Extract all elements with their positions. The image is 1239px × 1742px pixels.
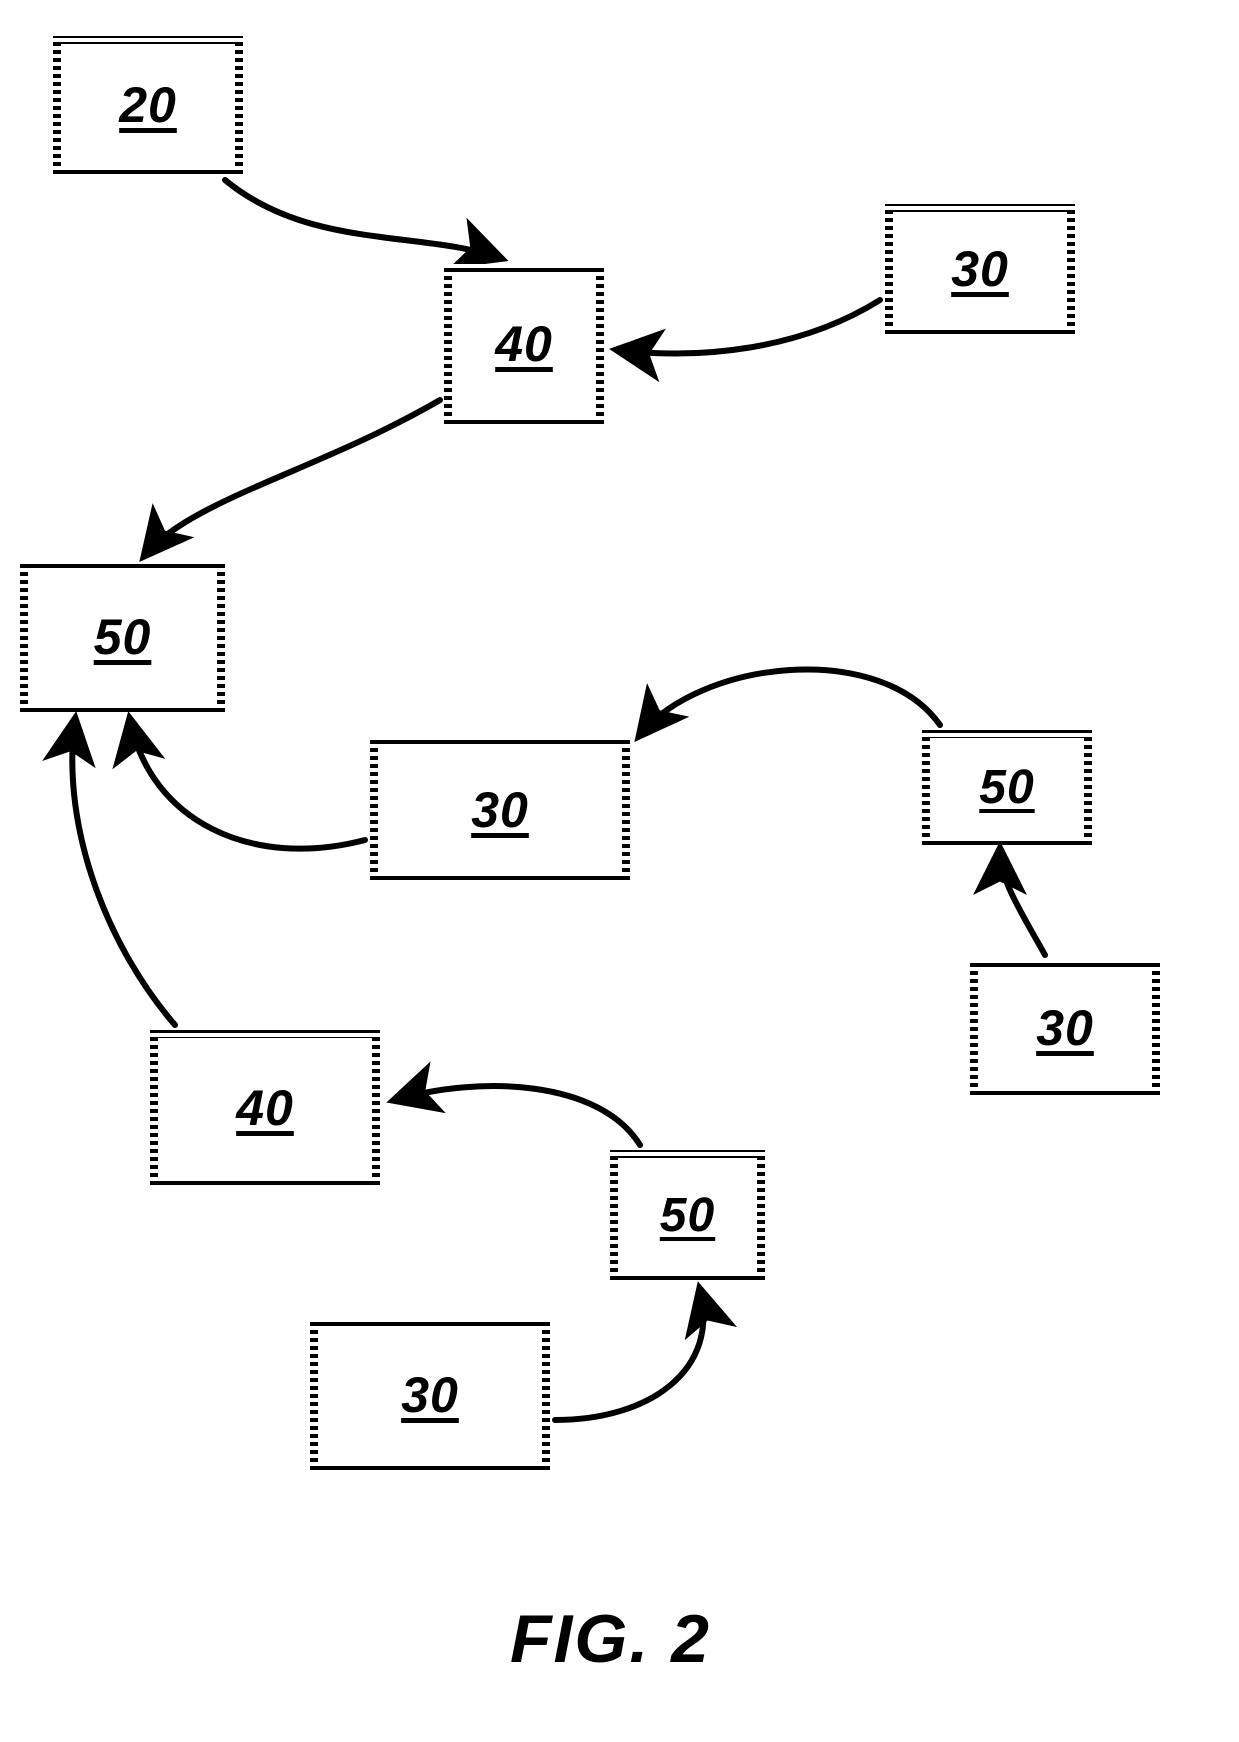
edge-n50c-to-n40b — [395, 1086, 640, 1145]
node-30b: 30 — [370, 740, 630, 880]
node-label: 30 — [471, 781, 529, 839]
node-30d: 30 — [310, 1320, 550, 1470]
node-label: 30 — [1036, 999, 1094, 1057]
edge-n30d-to-n50c — [555, 1290, 703, 1420]
node-label: 50 — [979, 760, 1034, 815]
edge-n40b-to-n50a — [72, 720, 175, 1025]
node-50c: 50 — [610, 1150, 765, 1280]
edge-n30c-to-n50b — [1000, 850, 1045, 955]
node-label: 40 — [495, 315, 553, 373]
node-30c: 30 — [970, 960, 1160, 1095]
node-50b: 50 — [922, 730, 1092, 845]
figure-caption: FIG. 2 — [510, 1600, 711, 1678]
node-30a: 30 — [885, 204, 1075, 334]
diagram-stage: 20 30 40 50 30 50 30 40 50 30 FIG. 2 — [0, 0, 1239, 1742]
node-20: 20 — [53, 36, 243, 174]
edge-n30b-to-n50a — [130, 720, 365, 849]
edge-n20-to-n40a — [225, 180, 500, 258]
node-40b: 40 — [150, 1030, 380, 1185]
node-label: 30 — [951, 240, 1009, 298]
node-label: 30 — [401, 1366, 459, 1424]
node-label: 50 — [94, 608, 152, 666]
node-50a: 50 — [20, 562, 225, 712]
edge-n40a-to-n50a — [145, 400, 440, 555]
caption-text: FIG. 2 — [510, 1601, 711, 1677]
node-label: 20 — [119, 76, 177, 134]
node-label: 50 — [660, 1188, 715, 1243]
edge-n50b-to-n30b — [640, 669, 940, 735]
node-40a: 40 — [444, 264, 604, 424]
edge-n30a-to-n40a — [618, 300, 880, 353]
node-label: 40 — [236, 1079, 294, 1137]
